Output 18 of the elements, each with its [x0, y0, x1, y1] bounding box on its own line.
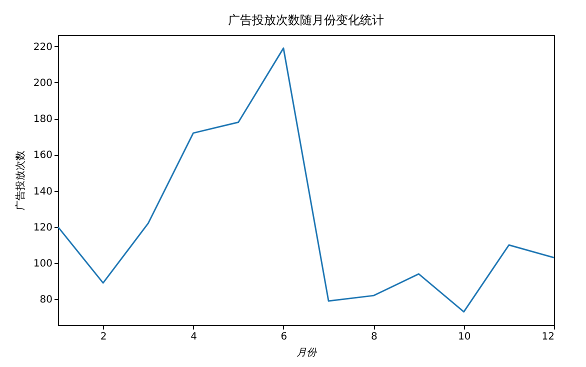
x-axis-title: 月份: [296, 348, 318, 358]
x-tick-label: 10: [458, 332, 471, 342]
y-tick-label: 120: [33, 222, 52, 234]
y-tick-label: 180: [33, 114, 52, 126]
y-axis-title: 广告投放次数: [14, 150, 26, 210]
chart-title: 广告投放次数随月份变化统计: [228, 13, 384, 27]
y-tick-label: 140: [33, 186, 52, 198]
x-tick-label: 6: [280, 332, 288, 342]
x-tick-label: 12: [542, 332, 554, 342]
x-tick-label: 8: [370, 332, 378, 342]
y-tick-label: 200: [33, 78, 52, 89]
line-series: [57, 47, 555, 313]
x-tick-label: 4: [190, 332, 197, 342]
y-tick-label: 100: [33, 258, 52, 270]
x-tick-label: 2: [100, 332, 107, 342]
y-tick-label: 220: [33, 42, 52, 53]
y-tick-label: 80: [40, 294, 52, 306]
y-tick-label: 160: [33, 150, 52, 162]
